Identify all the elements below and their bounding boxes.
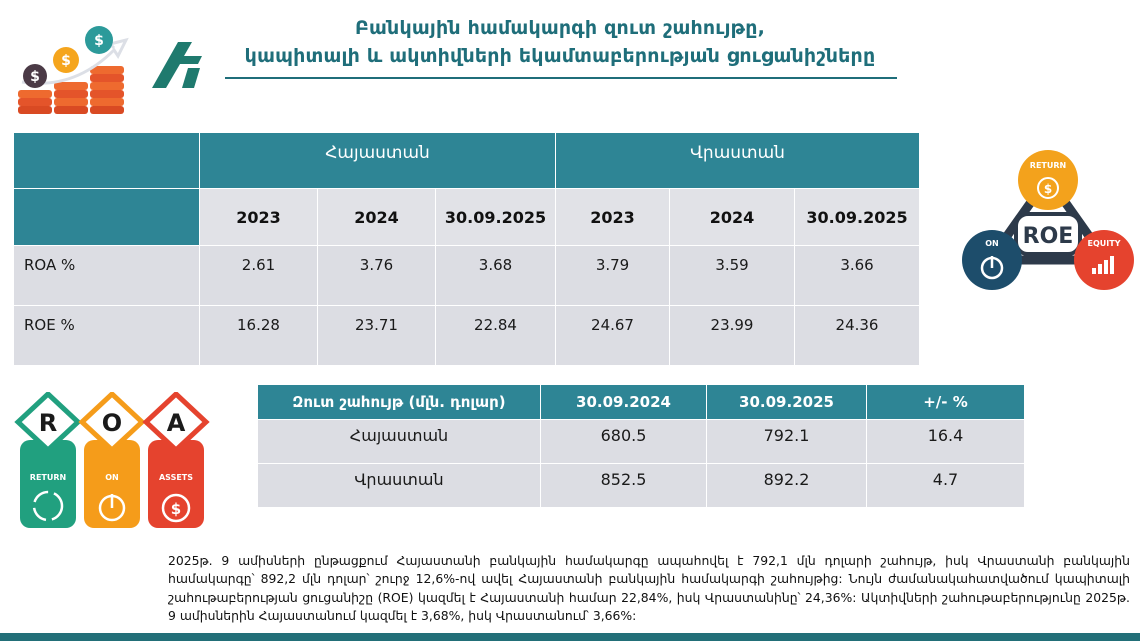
group-header-georgia: Վրաստան — [555, 132, 921, 189]
table-cell: 16.4 — [866, 419, 1025, 464]
table-cell: 3.66 — [794, 245, 921, 306]
row-label: ROA % — [13, 245, 200, 306]
table-cell: 24.36 — [794, 305, 921, 366]
roa-letter-o: O — [102, 409, 122, 437]
table-cell: 3.68 — [434, 245, 557, 306]
table-row-roe: ROE % 16.28 23.71 22.84 24.67 23.99 24.3… — [13, 305, 921, 366]
brand-logo — [152, 42, 202, 88]
svg-text:$: $ — [171, 500, 181, 518]
profit-header-row: Զուտ շահույթ (մլն. դոլար) 30.09.2024 30.… — [257, 384, 1025, 420]
table-cell: 680.5 — [540, 419, 707, 464]
period-header: 2024 — [317, 188, 436, 246]
coins-growth-illustration: $ $ $ — [18, 26, 129, 114]
table-row: Վրաստան 852.5 892.2 4.7 — [257, 463, 1025, 508]
ratios-table: Հայաստան Վրաստան 2023 2024 30.09.2025 20… — [13, 132, 921, 366]
table-cell: 2.61 — [199, 245, 318, 306]
table-cell: 792.1 — [706, 419, 867, 464]
row-label: ROE % — [13, 305, 200, 366]
column-header: 30.09.2024 — [540, 384, 707, 420]
roe-cycle-graphic: ROE RETURN $ ON EQUITY — [962, 150, 1134, 290]
column-header: 30.09.2025 — [706, 384, 867, 420]
title-line-2: կապիտալի և ակտիվների եկամտաբերության ցու… — [244, 45, 876, 67]
group-header-armenia: Հայաստան — [198, 132, 557, 189]
ratios-period-header-row: 2023 2024 30.09.2025 2023 2024 30.09.202… — [13, 188, 921, 246]
table-cell: 3.59 — [669, 245, 796, 306]
table-row: Հայաստան 680.5 792.1 16.4 — [257, 419, 1025, 464]
svg-text:$: $ — [61, 53, 71, 69]
roe-equity-label: EQUITY — [1088, 239, 1121, 248]
roe-on-label: ON — [985, 239, 999, 248]
table-cell: 16.28 — [199, 305, 318, 366]
svg-text:$: $ — [1044, 182, 1052, 196]
roa-assets-label: ASSETS — [159, 473, 193, 482]
page-title: Բանկային համակարգի զուտ շահույթը, կապիտա… — [210, 14, 910, 70]
title-line-1: Բանկային համակարգի զուտ շահույթը, — [354, 17, 766, 39]
period-header: 30.09.2025 — [794, 188, 921, 246]
period-header: 2024 — [669, 188, 796, 246]
column-header: Զուտ շահույթ (մլն. դոլար) — [257, 384, 541, 420]
svg-text:$: $ — [30, 69, 40, 85]
table-cell: 892.2 — [706, 463, 867, 508]
table-cell: 23.71 — [317, 305, 436, 366]
table-corner — [13, 132, 200, 189]
period-header: 2023 — [199, 188, 318, 246]
ratios-group-header-row: Հայաստան Վրաստան — [13, 132, 921, 189]
net-profit-table: Զուտ շահույթ (մլն. դոլար) 30.09.2024 30.… — [257, 384, 1025, 508]
table-cell: 852.5 — [540, 463, 707, 508]
table-cell: 22.84 — [434, 305, 557, 366]
table-cell: 24.67 — [555, 305, 671, 366]
table-row-roa: ROA % 2.61 3.76 3.68 3.79 3.59 3.66 — [13, 245, 921, 306]
title-underline — [225, 77, 897, 79]
table-corner-lower — [13, 188, 200, 246]
roe-center-label: ROE — [1023, 224, 1074, 249]
summary-paragraph: 2025թ. 9 ամիսների ընթացքում Հայաստանի բա… — [168, 553, 1130, 624]
roa-graphic: R RETURN O ON A ASSETS $ — [14, 392, 210, 528]
svg-text:$: $ — [94, 33, 104, 49]
column-header: +/- % — [866, 384, 1025, 420]
period-header: 30.09.2025 — [434, 188, 557, 246]
table-cell: 4.7 — [866, 463, 1025, 508]
roa-letter-r: R — [39, 409, 57, 437]
period-header: 2023 — [555, 188, 671, 246]
country-cell: Հայաստան — [257, 419, 541, 464]
roa-return-label: RETURN — [30, 473, 66, 482]
table-cell: 3.76 — [317, 245, 436, 306]
table-cell: 3.79 — [555, 245, 671, 306]
table-cell: 23.99 — [669, 305, 796, 366]
footer-bar — [0, 633, 1140, 641]
roe-return-label: RETURN — [1030, 161, 1066, 170]
roa-on-label: ON — [105, 473, 119, 482]
roa-letter-a: A — [167, 409, 186, 437]
country-cell: Վրաստան — [257, 463, 541, 508]
